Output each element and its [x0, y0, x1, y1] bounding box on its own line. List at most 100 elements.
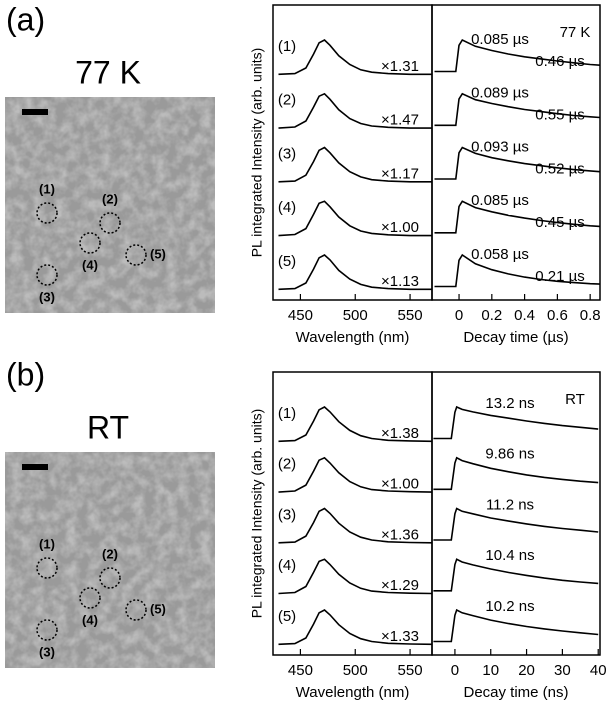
curve	[278, 456, 433, 493]
x-tick-label: 450	[288, 662, 313, 679]
lifetime-label: 0.46 µs	[535, 53, 585, 70]
scale-factor: ×1.00	[381, 476, 419, 493]
marker-label: (5)	[150, 601, 166, 616]
curve-name: (5)	[278, 253, 296, 270]
x-tick-label: 10	[482, 662, 499, 679]
x-tick-label: 40	[590, 662, 607, 679]
lifetime-label: 0.45 µs	[535, 214, 585, 231]
plot-frame	[431, 371, 601, 656]
x-tick-label: 30	[554, 662, 571, 679]
curve	[278, 39, 432, 76]
scale-factor: ×1.29	[381, 577, 419, 594]
x-axis-label: Decay time (µs)	[463, 329, 568, 346]
marker-circle	[99, 212, 121, 234]
curve	[433, 558, 599, 592]
y-axis-label: PL integrated Intensity (arb. units)	[249, 409, 265, 619]
curve	[434, 200, 601, 234]
lifetime-label: 0.52 µs	[535, 160, 585, 177]
condition-label: RT	[87, 409, 129, 445]
lifetime-label: 11.2 ns	[486, 496, 534, 513]
plot-frame	[272, 371, 433, 656]
lifetime-label: 0.21 µs	[535, 268, 585, 285]
marker-circle	[36, 264, 58, 286]
plot-frame	[272, 4, 433, 301]
curve-name: (2)	[278, 92, 296, 109]
x-tick-label: 0.4	[514, 307, 535, 324]
lifetime-label: 13.2 ns	[485, 395, 534, 412]
chart-title: 77 K	[560, 24, 591, 41]
marker-label: (3)	[39, 289, 55, 304]
curve-name: (1)	[278, 405, 296, 422]
curve-name: (2)	[278, 456, 296, 473]
curve	[433, 456, 599, 491]
curve-name: (3)	[278, 506, 296, 523]
plot-frame	[431, 4, 601, 301]
x-tick-label: 500	[343, 662, 368, 679]
panel-label: (b)	[6, 356, 45, 392]
lifetime-label: 0.058 µs	[471, 246, 529, 263]
x-axis-label: Decay time (ns)	[463, 684, 568, 701]
lifetime-label: 0.085 µs	[471, 192, 529, 209]
micrograph-texture	[5, 97, 215, 313]
curve-name: (4)	[278, 199, 296, 216]
x-tick-label: 450	[288, 307, 313, 324]
curve-name: (1)	[278, 38, 296, 55]
scale-factor: ×1.36	[381, 526, 419, 543]
curve	[278, 609, 433, 646]
curve	[278, 200, 432, 237]
x-tick-label: 0.6	[547, 307, 568, 324]
lifetime-label: 10.4 ns	[485, 547, 534, 564]
scale-factor: ×1.38	[381, 425, 419, 442]
curve	[278, 254, 432, 291]
marker-circle	[79, 232, 101, 254]
curve	[278, 92, 432, 129]
marker-circle	[36, 619, 58, 641]
x-tick-label: 500	[343, 307, 368, 324]
marker-label: (2)	[102, 191, 118, 206]
x-tick-label: 0.2	[481, 307, 502, 324]
x-axis-label: Wavelength (nm)	[296, 329, 410, 346]
curve	[278, 558, 433, 595]
panel-label: (a)	[6, 1, 45, 37]
marker-circle	[125, 244, 147, 266]
curve	[434, 38, 601, 73]
scale-factor: ×1.47	[381, 112, 419, 129]
curve	[434, 146, 601, 180]
micrograph-texture	[5, 452, 215, 668]
marker-label: (1)	[39, 536, 55, 551]
x-axis-label: Wavelength (nm)	[296, 684, 410, 701]
scale-factor: ×1.33	[381, 628, 419, 645]
curve-name: (3)	[278, 145, 296, 162]
lifetime-label: 0.55 µs	[535, 107, 585, 124]
x-tick-label: 0	[451, 662, 459, 679]
scale-factor: ×1.00	[381, 219, 419, 236]
curve	[433, 507, 599, 541]
curve	[278, 406, 433, 443]
marker-label: (1)	[39, 181, 55, 196]
curve-name: (4)	[278, 557, 296, 574]
marker-circle	[79, 587, 101, 609]
y-axis-label: PL integrated Intensity (arb. units)	[249, 48, 265, 258]
x-tick-label: 550	[398, 307, 423, 324]
scale-factor: ×1.31	[381, 58, 419, 75]
marker-label: (2)	[102, 546, 118, 561]
x-tick-label: 0	[455, 307, 463, 324]
marker-label: (4)	[82, 257, 98, 272]
curve	[278, 146, 432, 183]
x-tick-label: 0.8	[580, 307, 601, 324]
marker-label: (5)	[150, 246, 166, 261]
curve	[278, 507, 433, 544]
curve-name: (5)	[278, 608, 296, 625]
marker-circle	[36, 557, 58, 579]
curve	[434, 253, 601, 288]
lifetime-label: 10.2 ns	[485, 598, 534, 615]
curve	[433, 608, 599, 643]
chart-title: RT	[565, 391, 585, 408]
scale-bar	[22, 464, 48, 470]
lifetime-label: 0.089 µs	[471, 85, 529, 102]
curve	[433, 405, 599, 440]
lifetime-label: 0.093 µs	[471, 138, 529, 155]
marker-label: (4)	[82, 612, 98, 627]
marker-circle	[36, 202, 58, 224]
